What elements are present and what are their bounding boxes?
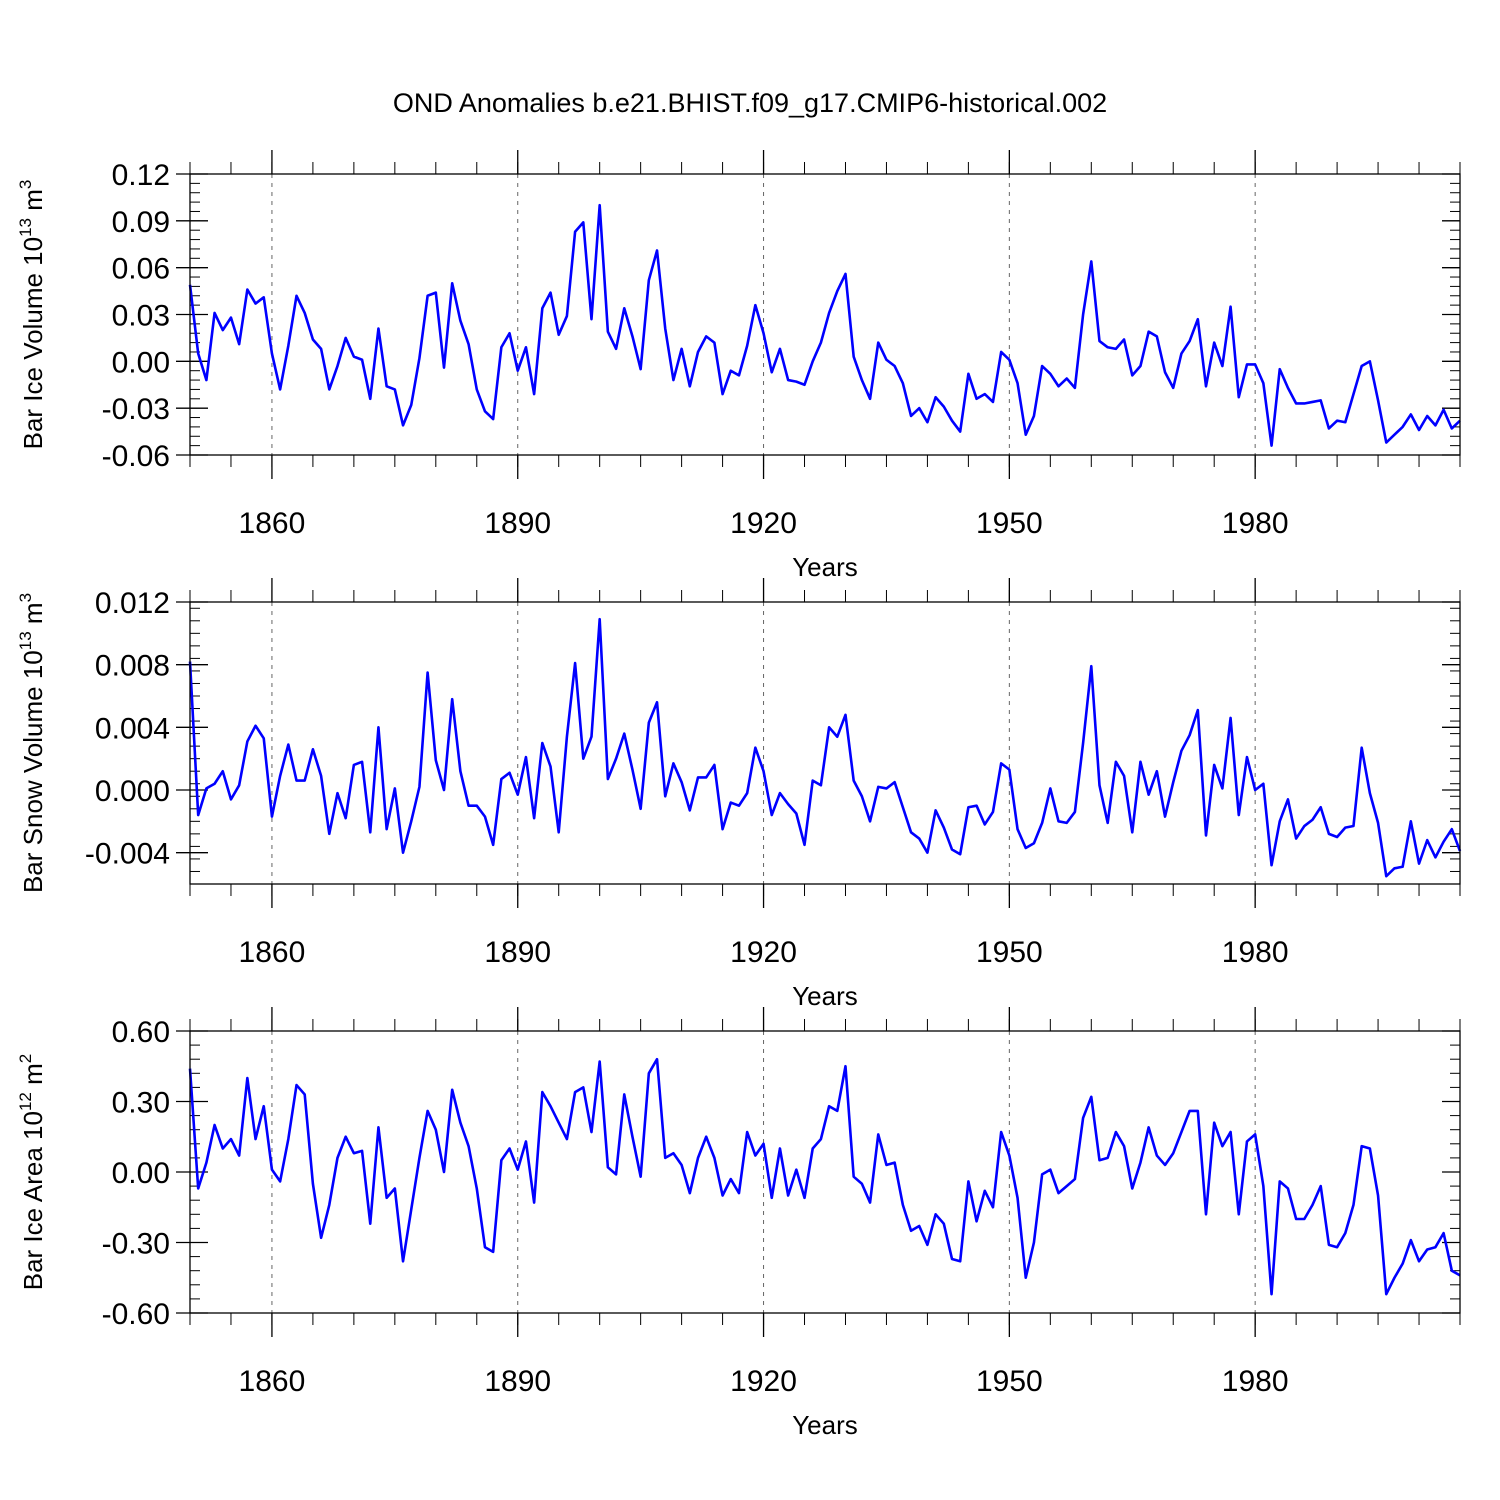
series-line	[188, 203, 1461, 447]
y-tick-label: 0.06	[112, 253, 170, 286]
y-tick-label: 0.012	[95, 587, 170, 620]
x-tick-label: 1950	[976, 507, 1043, 540]
x-tick-label: 1950	[976, 1365, 1043, 1398]
plot-frame	[189, 173, 1461, 456]
panel-3: -0.60 -0.30 0.00 0.30 0.60 1860 1890 1920 1950 19…	[16, 1007, 1461, 1440]
y-tick-label: 0.00	[112, 1157, 170, 1190]
y-tick-label: 0.000	[95, 775, 170, 808]
figure-title: OND Anomalies b.e21.BHIST.f09_g17.CMIP6-…	[393, 88, 1107, 118]
x-tick-label: 1890	[484, 936, 551, 969]
y-tick-label: 0.30	[112, 1087, 170, 1120]
x-axis-label: Years	[792, 552, 858, 582]
panel-2: -0.004 0.000 0.004 0.008 0.012 1860 1890 1920 19…	[16, 578, 1462, 1011]
y-axis-label: Bar Ice Volume 1013 m3	[16, 180, 48, 450]
panel-1: -0.06 -0.03 0.00 0.03 0.06 0.09 0.12 1860 1890 19…	[16, 150, 1461, 582]
x-tick-label: 1860	[239, 936, 306, 969]
panels-container: -0.06 -0.03 0.00 0.03 0.06 0.09 0.12 1860 1890 19…	[16, 150, 1462, 1440]
x-tick-label: 1860	[239, 1365, 306, 1398]
y-tick-label: 0.03	[112, 300, 170, 333]
y-tick-label: 0.12	[112, 159, 170, 192]
y-tick-label: 0.60	[112, 1016, 170, 1049]
x-tick-label: 1980	[1222, 1365, 1289, 1398]
x-tick-label: 1890	[484, 507, 551, 540]
series-line	[188, 617, 1462, 878]
y-tick-label: 0.004	[95, 712, 170, 745]
x-tick-label: 1860	[239, 507, 306, 540]
x-tick-label: 1920	[730, 507, 797, 540]
y-tick-label: -0.03	[102, 393, 170, 426]
x-tick-label: 1950	[976, 936, 1043, 969]
y-tick-label: -0.004	[85, 838, 170, 871]
x-tick-label: 1890	[484, 1365, 551, 1398]
x-axis-label: Years	[792, 981, 858, 1011]
x-tick-label: 1980	[1222, 936, 1289, 969]
y-tick-label: 0.09	[112, 206, 170, 239]
plot-frame	[189, 601, 1461, 885]
y-axis-label: Bar Snow Volume 1013 m3	[16, 593, 48, 893]
series-line	[188, 1057, 1461, 1296]
x-tick-label: 1920	[730, 936, 797, 969]
plot-frame	[189, 1030, 1461, 1314]
y-axis-label: Bar Ice Area 1012 m2	[16, 1054, 48, 1291]
y-tick-label: -0.06	[102, 440, 170, 473]
y-tick-label: -0.30	[102, 1228, 170, 1261]
x-tick-label: 1980	[1222, 507, 1289, 540]
y-tick-label: 0.008	[95, 650, 170, 683]
y-tick-label: -0.60	[102, 1298, 170, 1331]
x-axis-label: Years	[792, 1410, 858, 1440]
x-tick-label: 1920	[730, 1365, 797, 1398]
y-tick-label: 0.00	[112, 346, 170, 379]
